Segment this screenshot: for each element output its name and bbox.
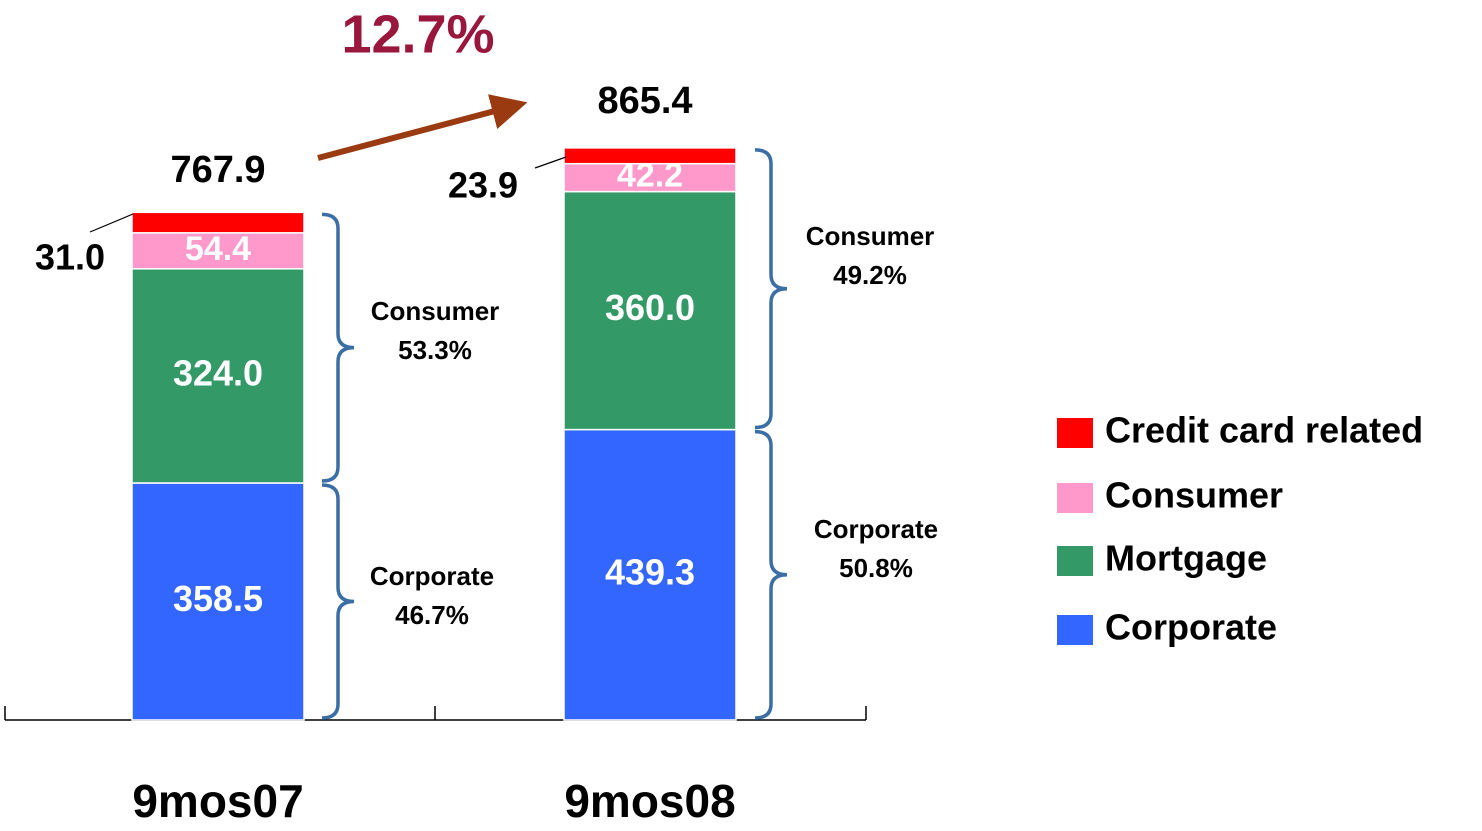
growth-arrow	[317, 94, 528, 161]
brace-label: Corporate	[814, 514, 938, 544]
x-tick-label: 9mos08	[564, 775, 735, 827]
x-tick-label: 9mos07	[132, 775, 303, 827]
total-label: 865.4	[597, 80, 692, 122]
brace-share: 50.8%	[839, 553, 913, 583]
value-label: 360.0	[605, 287, 695, 328]
legend-label: Consumer	[1105, 475, 1283, 516]
value-label: 358.5	[173, 578, 263, 619]
legend-swatch	[1057, 546, 1093, 576]
value-label: 324.0	[173, 352, 263, 393]
brace-label: Consumer	[371, 296, 500, 326]
brace-share: 53.3%	[398, 335, 472, 365]
bar-segment	[131, 268, 305, 484]
growth-label: 12.7%	[341, 4, 494, 64]
bar-segment	[131, 482, 305, 721]
brace	[321, 483, 355, 720]
legend-swatch	[1057, 418, 1093, 448]
brace-share: 46.7%	[395, 600, 469, 630]
value-label: 439.3	[605, 551, 695, 592]
leader-line	[534, 156, 567, 169]
bar-segment	[563, 190, 737, 431]
brace	[754, 429, 788, 720]
brace-label: Corporate	[370, 561, 494, 591]
value-label: 31.0	[35, 237, 105, 278]
legend-label: Mortgage	[1105, 538, 1267, 579]
legend-swatch	[1057, 615, 1093, 645]
bar-segment	[131, 211, 305, 234]
value-label: 54.4	[185, 230, 251, 268]
bar-segment	[563, 147, 737, 165]
legend-label: Credit card related	[1105, 410, 1423, 451]
leader-line	[89, 213, 134, 233]
total-label: 767.9	[170, 149, 265, 191]
value-label: 23.9	[448, 165, 518, 206]
bar-segment	[563, 428, 737, 721]
legend-swatch	[1057, 483, 1093, 513]
brace-label: Consumer	[806, 221, 935, 251]
brace-share: 49.2%	[833, 260, 907, 290]
legend-label: Corporate	[1105, 607, 1277, 648]
brace	[321, 212, 355, 483]
brace	[754, 148, 788, 430]
